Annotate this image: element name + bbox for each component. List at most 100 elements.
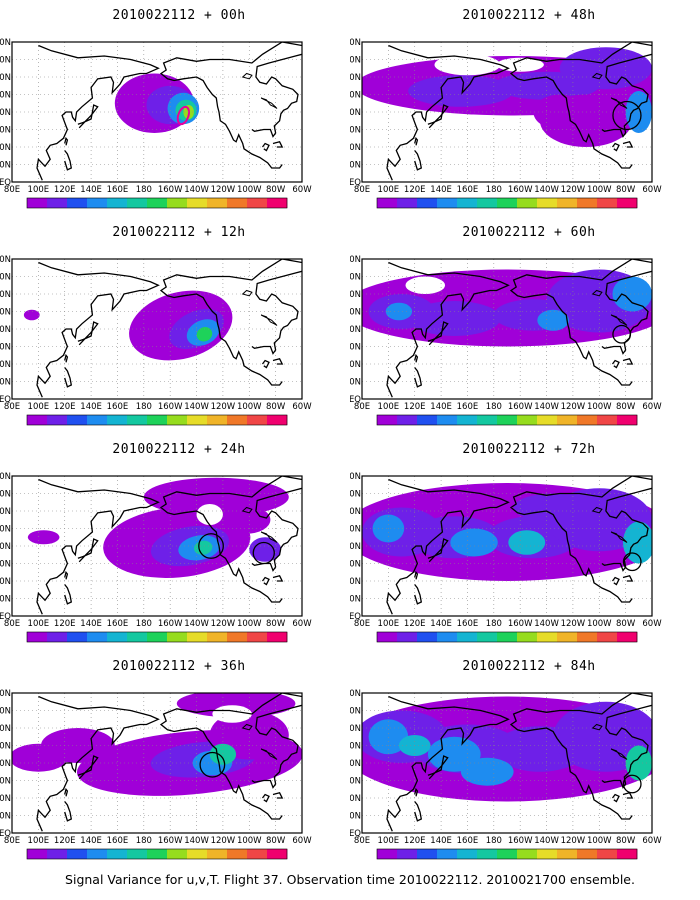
variance-gap [212,705,252,723]
y-tick-label: 60N [350,290,361,300]
lake-outline [610,531,628,543]
x-tick-label: 140E [80,185,102,195]
y-tick-label: 10N [0,812,11,822]
x-tick-label: 160E [107,402,129,412]
y-tick-label: 70N [0,56,11,66]
x-tick-label: 60W [292,402,312,412]
colorbar-swatch [207,415,228,425]
colorbar-swatch [437,198,458,208]
x-tick-label: 160W [508,185,533,195]
coastline [611,576,620,586]
colorbar-swatch [517,849,538,859]
colorbar-swatch [597,415,618,425]
y-tick-label: EQ [0,395,11,405]
coastline [509,42,652,169]
colorbar-swatch [227,415,248,425]
colorbar-label: 21 [241,862,250,863]
lake-outline [241,723,253,731]
x-tick-label: 120E [404,402,426,412]
coastline [386,44,510,181]
colorbar-swatch [267,198,288,208]
y-tick-label: 50N [350,525,361,535]
colorbar-label: 11 [551,211,560,212]
x-tick-label: 160E [457,185,479,195]
coastline [414,570,419,580]
colorbar-swatch [167,849,188,859]
colorbar-swatch [617,415,638,425]
x-tick-label: 100W [237,619,262,629]
y-tick-label: EQ [350,612,361,622]
x-tick-label: 120W [211,402,236,412]
coastline [77,321,99,346]
x-tick-label: 80W [266,619,286,629]
colorbar-label: 21 [241,645,250,646]
coastline [64,136,69,146]
x-tick-label: 140W [534,185,559,195]
x-tick-label: 100W [237,185,262,195]
x-tick-label: 160W [158,836,183,846]
colorbar-label: 29 [261,645,270,646]
coastline [601,487,652,572]
colorbar-label: 14 [571,428,580,429]
colorbar-swatch [207,849,228,859]
colorbar-swatch [27,632,48,642]
variance-contour-fill [559,47,652,90]
observation-circle [612,100,642,131]
x-tick-label: 160W [508,836,533,846]
observation-circle [198,533,224,559]
x-tick-label: 80W [616,402,636,412]
colorbar-swatch [457,415,478,425]
colorbar-label: 14 [571,645,580,646]
colorbar-swatch [187,415,208,425]
colorbar-label: 40 [281,645,290,646]
colorbar-swatch [187,632,208,642]
colorbar-swatch [437,415,458,425]
y-tick-label: EQ [0,178,11,188]
lake-outline [241,72,253,80]
colorbar-swatch [377,632,398,642]
coastline [414,136,419,146]
coastline [622,792,634,799]
variance-contour-fill [513,493,593,522]
colorbar-swatch [227,632,248,642]
colorbar-label: 40 [281,211,290,212]
y-tick-label: 40N [350,759,361,769]
colorbar-swatch [127,849,148,859]
colorbar-label: 40 [631,862,640,863]
colorbar-swatch [187,198,208,208]
variance-contour-fill [196,327,213,342]
coastline [509,259,652,386]
coastline [261,142,270,152]
map-chart: 80E 100E 120E 140E 160E 180 160W 140W 120W 100W 80… [350,472,662,646]
colorbar-label: 29 [261,211,270,212]
colorbar-label: 1.8 [39,428,50,429]
x-tick-label: 120W [211,619,236,629]
coastline [77,538,99,563]
colorbar-swatch [207,632,228,642]
x-tick-label: 80W [266,402,286,412]
x-tick-label: 80W [616,619,636,629]
colorbar-label: 4 [453,211,458,212]
colorbar-swatch [27,849,48,859]
coastline [64,570,69,580]
colorbar-label: 5.1 [469,211,480,212]
x-tick-label: 140W [534,836,559,846]
colorbar-swatch [167,198,188,208]
y-tick-label: 40N [0,108,11,118]
colorbar-swatch [577,415,598,425]
coastline [77,755,99,780]
map-frame [361,475,653,617]
colorbar-label: 5.1 [469,428,480,429]
y-tick-label: 10N [350,161,361,171]
colorbar-swatch [557,415,578,425]
colorbar-label: 9 [183,428,187,429]
y-tick-label: 30N [0,777,11,787]
colorbar-label: 40 [631,645,640,646]
map-frame [11,41,303,183]
y-tick-label: 60N [0,724,11,734]
x-tick-label: 140W [184,402,209,412]
colorbar-label: 29 [261,862,270,863]
coastline [64,801,73,822]
x-tick-label: 100E [378,619,400,629]
colorbar-label: 40 [631,211,640,212]
